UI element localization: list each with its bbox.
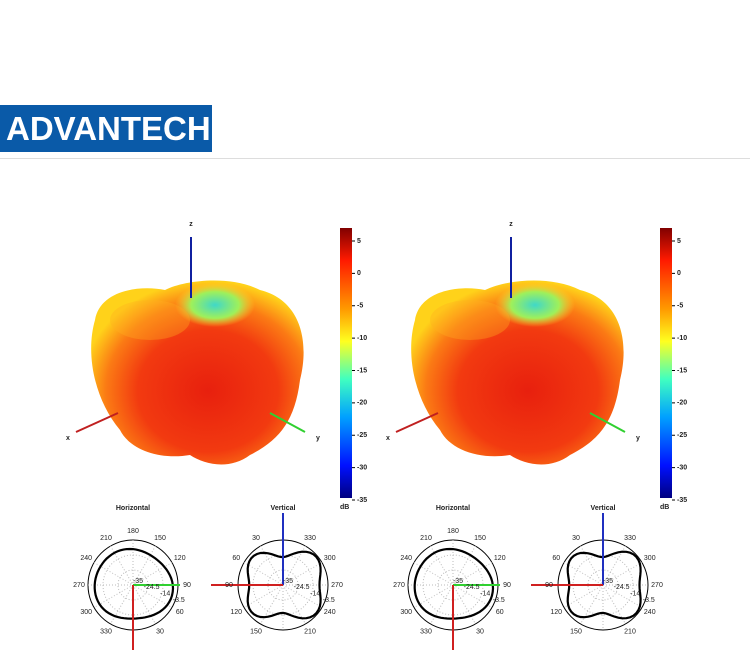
colorbar-label: 5	[357, 238, 361, 245]
colorbar-label: 0	[677, 270, 681, 277]
angle-label: 210	[420, 535, 432, 542]
angle-label: 120	[174, 555, 186, 562]
angle-label: 150	[474, 535, 486, 542]
colorbar-label: -25	[357, 432, 367, 439]
ring-label: -24.5	[614, 584, 630, 591]
angle-label: 90	[545, 582, 553, 589]
angle-label: 150	[570, 629, 582, 636]
colorbar-label: -5	[677, 303, 683, 310]
angle-label: 30	[572, 535, 580, 542]
divider	[0, 158, 750, 159]
angle-label: 150	[250, 629, 262, 636]
ring-label: -14	[630, 591, 640, 598]
angle-label: 180	[447, 528, 459, 535]
colorbar-label: -15	[677, 367, 687, 374]
angle-label: 330	[100, 629, 112, 636]
colorbar-unit: dB	[660, 504, 669, 511]
colorbar-label: -30	[357, 464, 367, 471]
angle-label: 300	[400, 609, 412, 616]
angle-label: 240	[80, 555, 92, 562]
ring-label: -35	[603, 578, 613, 585]
pattern-3d	[75, 227, 353, 499]
ring-label: -14	[160, 591, 170, 598]
angle-label: 300	[324, 555, 336, 562]
ring-label: -24.5	[464, 584, 480, 591]
angle-label: 270	[651, 582, 663, 589]
polar-title: Horizontal	[436, 505, 470, 512]
angle-label: 210	[624, 629, 636, 636]
angle-label: 270	[393, 582, 405, 589]
axis-label: z	[509, 221, 513, 228]
angle-label: 60	[176, 609, 184, 616]
ring-label: -35	[133, 578, 143, 585]
angle-label: 270	[331, 582, 343, 589]
angle-label: 120	[550, 609, 562, 616]
polar-title: Vertical	[271, 505, 296, 512]
colorbar-label: -25	[677, 432, 687, 439]
angle-label: 30	[476, 629, 484, 636]
axis-label: y	[316, 435, 320, 442]
ring-label: -35	[283, 578, 293, 585]
ring-label: -35	[453, 578, 463, 585]
colorbar-label: -10	[357, 335, 367, 342]
angle-label: 30	[252, 535, 260, 542]
colorbar-label: 5	[677, 238, 681, 245]
angle-label: 240	[324, 609, 336, 616]
colorbar-unit: dB	[340, 504, 349, 511]
angle-label: 60	[232, 555, 240, 562]
axis-label: y	[636, 435, 640, 442]
ring-label: -24.5	[144, 584, 160, 591]
angle-label: 180	[127, 528, 139, 535]
angle-label: 90	[183, 582, 191, 589]
pattern-curve	[413, 547, 495, 620]
angle-label: 300	[80, 609, 92, 616]
ring-label: -14	[310, 591, 320, 598]
logo: ADVANTECH	[0, 105, 212, 152]
ring-label: -3.5	[493, 597, 505, 604]
colorbar-label: -10	[677, 335, 687, 342]
ring-label: -14	[480, 591, 490, 598]
angle-label: 270	[73, 582, 85, 589]
colorbar-label: -35	[677, 497, 687, 504]
colorbar-label: -20	[357, 400, 367, 407]
ring-label: -24.5	[294, 584, 310, 591]
colorbar-label: -20	[677, 400, 687, 407]
ring-label: -3.5	[173, 597, 185, 604]
colorbar-label: 0	[357, 270, 361, 277]
angle-label: 150	[154, 535, 166, 542]
pattern-curve	[93, 547, 175, 620]
ring-label: -3.5	[643, 597, 655, 604]
axis-label: x	[66, 435, 70, 442]
angle-label: 210	[304, 629, 316, 636]
colorbar-label: -35	[357, 497, 367, 504]
angle-label: 240	[644, 609, 656, 616]
angle-label: 120	[494, 555, 506, 562]
angle-label: 210	[100, 535, 112, 542]
ring-label: -3.5	[323, 597, 335, 604]
pattern-3d	[395, 227, 673, 499]
angle-label: 330	[420, 629, 432, 636]
polar-title: Horizontal	[116, 505, 150, 512]
angle-label: 300	[644, 555, 656, 562]
angle-label: 120	[230, 609, 242, 616]
angle-label: 240	[400, 555, 412, 562]
angle-label: 90	[225, 582, 233, 589]
axis-label: x	[386, 435, 390, 442]
angle-label: 60	[552, 555, 560, 562]
angle-label: 330	[624, 535, 636, 542]
polar-title: Vertical	[591, 505, 616, 512]
axis-label: z	[189, 221, 193, 228]
angle-label: 330	[304, 535, 316, 542]
angle-label: 30	[156, 629, 164, 636]
colorbar-label: -5	[357, 303, 363, 310]
colorbar-label: -15	[357, 367, 367, 374]
angle-label: 90	[503, 582, 511, 589]
angle-label: 60	[496, 609, 504, 616]
colorbar-label: -30	[677, 464, 687, 471]
